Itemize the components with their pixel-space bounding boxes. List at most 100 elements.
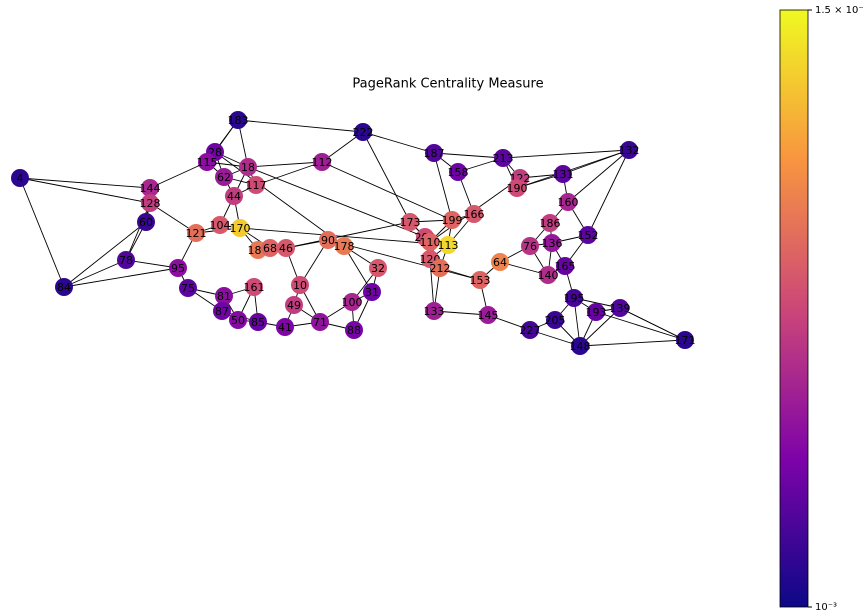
node xyxy=(55,278,73,296)
node xyxy=(369,259,387,277)
node xyxy=(539,266,557,284)
node-label: 49 xyxy=(287,299,301,312)
node xyxy=(11,169,29,187)
node-label: 183 xyxy=(228,114,249,127)
node-label: 84 xyxy=(57,281,71,294)
node xyxy=(546,311,564,329)
node-label: 153 xyxy=(470,274,491,287)
node xyxy=(401,213,419,231)
node xyxy=(354,123,372,141)
node-label: 160 xyxy=(558,196,579,209)
node-label: 199 xyxy=(442,214,463,227)
node xyxy=(571,337,589,355)
node-label: 18 xyxy=(241,161,255,174)
node xyxy=(556,257,574,275)
node xyxy=(521,237,539,255)
edge xyxy=(579,307,621,347)
node-label: 31 xyxy=(365,286,379,299)
node xyxy=(245,278,263,296)
node-label: 113 xyxy=(438,239,459,252)
edge xyxy=(433,152,504,159)
node xyxy=(169,259,187,277)
node-label: 178 xyxy=(334,240,355,253)
node-label: 110 xyxy=(420,236,441,249)
title: PageRank Centrality Measure xyxy=(352,77,543,92)
node-label: 87 xyxy=(215,305,229,318)
node-label: 139 xyxy=(610,302,631,315)
node-label: 171 xyxy=(675,334,696,347)
node-label: 76 xyxy=(523,240,537,253)
node-label: 41 xyxy=(278,321,292,334)
node-label: 117 xyxy=(246,179,267,192)
node-label: 78 xyxy=(119,254,133,267)
node-label: 62 xyxy=(217,171,231,184)
node-label: 75 xyxy=(181,282,195,295)
edge xyxy=(321,161,453,221)
node xyxy=(425,144,443,162)
edge xyxy=(327,239,481,281)
node xyxy=(313,153,331,171)
node-label: 170 xyxy=(230,222,251,235)
node xyxy=(141,179,159,197)
edge xyxy=(63,221,147,288)
edge xyxy=(255,161,323,186)
node xyxy=(421,233,439,251)
node xyxy=(587,303,605,321)
node xyxy=(117,251,135,269)
node xyxy=(213,302,231,320)
node-label: 44 xyxy=(227,190,241,203)
node-label: 166 xyxy=(464,208,485,221)
node xyxy=(559,193,577,211)
node-label: 136 xyxy=(542,237,563,250)
node xyxy=(215,287,233,305)
node xyxy=(491,253,509,271)
node-label: 152 xyxy=(578,229,599,242)
edge xyxy=(125,202,151,261)
edge xyxy=(19,177,65,288)
node xyxy=(335,237,353,255)
edge xyxy=(149,202,197,234)
edge xyxy=(362,131,411,223)
node-label: 121 xyxy=(186,227,207,240)
node-label: 50 xyxy=(231,314,245,327)
node-label: 132 xyxy=(619,144,640,157)
node xyxy=(276,318,294,336)
node xyxy=(239,158,257,176)
node-label: 205 xyxy=(545,314,566,327)
node-label: 148 xyxy=(570,340,591,353)
node-label: 187 xyxy=(424,147,445,160)
node xyxy=(229,311,247,329)
node-label: 158 xyxy=(448,166,469,179)
edge xyxy=(19,177,151,189)
node-label: 128 xyxy=(140,197,161,210)
node xyxy=(261,239,279,257)
node xyxy=(579,226,597,244)
node-label: 140 xyxy=(538,269,559,282)
node xyxy=(277,239,295,257)
node-label: 186 xyxy=(540,217,561,230)
node-label: 32 xyxy=(371,262,385,275)
node xyxy=(465,205,483,223)
node xyxy=(565,289,583,307)
edge xyxy=(285,221,411,249)
node-label: 227 xyxy=(520,324,541,337)
edge xyxy=(502,149,630,159)
node-label: 68 xyxy=(263,242,277,255)
node-label: 115 xyxy=(197,156,218,169)
node xyxy=(508,179,526,197)
node-label: 145 xyxy=(478,309,499,322)
node-label: 165 xyxy=(555,260,576,273)
node-label: 144 xyxy=(140,182,161,195)
edge xyxy=(362,131,435,154)
edge xyxy=(516,149,630,189)
edge xyxy=(595,311,686,341)
node xyxy=(311,313,329,331)
node xyxy=(425,302,443,320)
node xyxy=(439,236,457,254)
node xyxy=(141,194,159,212)
node xyxy=(215,168,233,186)
node-label: 193 xyxy=(586,306,607,319)
